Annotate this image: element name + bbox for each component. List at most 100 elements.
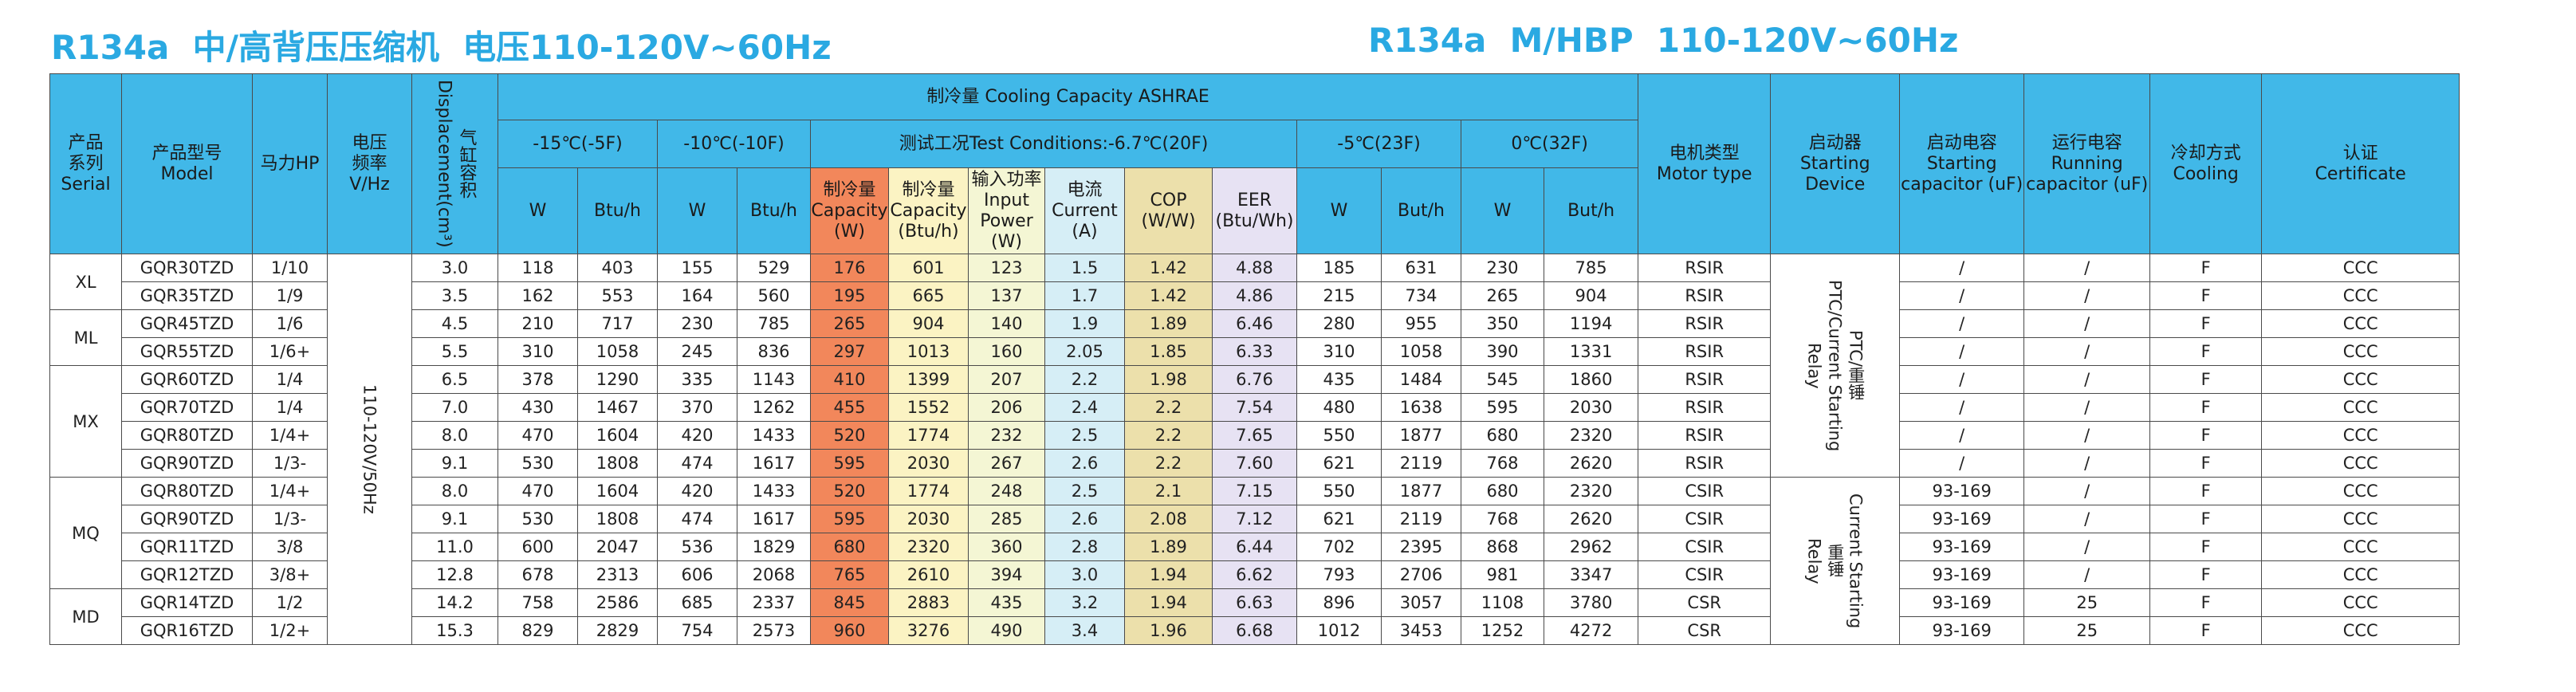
value-cell: 2.5 (1044, 421, 1125, 450)
value-cell: 2620 (1543, 449, 1639, 478)
starting-device-line: Relay (1804, 537, 1824, 584)
value-cell: 93-169 (1899, 477, 2025, 505)
value-cell: 981 (1461, 560, 1544, 589)
value-cell: 545 (1461, 365, 1544, 394)
value-cell: 536 (657, 533, 737, 561)
value-cell: 2395 (1381, 533, 1461, 561)
starting-device-line: Relay (1804, 342, 1824, 389)
value-cell: / (1899, 421, 2025, 450)
value-cell: 3.4 (1044, 616, 1125, 645)
header-cooling-line: 冷却方式 (2170, 143, 2241, 163)
value-cell: 1877 (1381, 421, 1461, 450)
value-cell: 1012 (1296, 616, 1382, 645)
value-cell: 1.7 (1044, 281, 1125, 310)
value-cell: F (2149, 281, 2263, 310)
model-row: XL GQR30TZD 1/10 110-120V/50Hz 3.0 118 403 155 5… (49, 254, 2460, 645)
header-hp: 马力HP (252, 73, 328, 254)
value-cell: 6.44 (1212, 533, 1297, 561)
value-cell: 1.42 (1124, 254, 1213, 282)
value-cell: 2119 (1381, 449, 1461, 478)
value-cell: CCC (2261, 309, 2460, 338)
model-row: MQ GQR80TZD 1/4+ 8.0 470 1604 420 1433 520 1774 24… (49, 477, 2460, 645)
value-cell: 6.68 (1212, 616, 1297, 645)
header-start-cap-line: capacitor (uF) (1901, 174, 2023, 195)
series: ML (49, 309, 122, 366)
value-cell: 955 (1381, 309, 1461, 338)
value-cell: 310 (1296, 337, 1382, 366)
value-cell: 768 (1461, 505, 1544, 533)
value-cell: 631 (1381, 254, 1461, 282)
value-cell: 2.5 (1044, 477, 1125, 505)
value-cell: 1.94 (1124, 588, 1213, 617)
value-cell: 960 (810, 616, 889, 645)
title-en: R134a M/HBP 110-120V~60Hz (1368, 21, 1959, 60)
value-cell: 470 (498, 421, 578, 450)
value-cell: 195 (810, 281, 889, 310)
header-displacement: 气缸容积 Displacement(cm³) (411, 73, 498, 254)
value-cell: 14.2 (411, 588, 498, 617)
column-header-line: 制冷量 (902, 179, 955, 200)
model-row: GQR16TZD 1/2+ 15.3 829 2829 754 2573 960 3276 490… (50, 616, 2460, 645)
value-cell: 3.5 (411, 281, 498, 310)
header-cooling-line: Cooling (2173, 163, 2239, 184)
value-cell: 2.05 (1044, 337, 1125, 366)
value-cell: 1.89 (1124, 533, 1213, 561)
value-cell: 435 (968, 588, 1045, 617)
value-cell: 904 (888, 309, 969, 338)
value-cell: 1617 (737, 505, 811, 533)
value-cell: 2.2 (1124, 449, 1213, 478)
value-cell: / (1899, 365, 2025, 394)
value-cell: 285 (968, 505, 1045, 533)
value-cell: RSIR (1638, 281, 1772, 310)
value-cell: / (2023, 281, 2151, 310)
header-starter-line: Starting (1799, 153, 1870, 174)
value-cell: GQR70TZD (121, 393, 253, 422)
value-cell: 4.5 (411, 309, 498, 338)
header-certificate: 认证 Certificate (2261, 73, 2460, 254)
value-cell: 2.08 (1124, 505, 1213, 533)
header-model: 产品型号 Model (121, 73, 253, 254)
value-cell: 370 (657, 393, 737, 422)
value-cell: 207 (968, 365, 1045, 394)
column-header-line: Power (980, 210, 1033, 231)
value-cell: 1433 (737, 421, 811, 450)
value-cell: 7.12 (1212, 505, 1297, 533)
value-cell: 4.86 (1212, 281, 1297, 310)
column-header: Btu/h (737, 167, 811, 254)
value-cell: CSIR (1638, 560, 1772, 589)
value-cell: / (2023, 533, 2151, 561)
value-cell: 530 (498, 449, 578, 478)
column-header-line: Btu/h (749, 200, 798, 221)
value-cell: 9.1 (411, 505, 498, 533)
value-cell: 5.5 (411, 337, 498, 366)
header-motor: 电机类型 Motor type (1638, 73, 1772, 254)
value-cell: 595 (810, 449, 889, 478)
column-header-line: EER (1237, 190, 1272, 210)
value-cell: 280 (1296, 309, 1382, 338)
value-cell: 25 (2023, 588, 2151, 617)
header-starter: 启动器 Starting Device (1770, 73, 1901, 254)
value-cell: CCC (2261, 533, 2460, 561)
value-cell: 1860 (1543, 365, 1639, 394)
header-starter-line: 启动器 (1808, 132, 1862, 153)
value-cell: 7.0 (411, 393, 498, 422)
starting-device-text: Current Starting 重锤 Relay (1804, 493, 1866, 628)
value-cell: 310 (498, 337, 578, 366)
value-cell: 176 (810, 254, 889, 282)
value-cell: 595 (810, 505, 889, 533)
value-cell: 836 (737, 337, 811, 366)
value-cell: 360 (968, 533, 1045, 561)
value-cell: 1774 (888, 477, 969, 505)
condition-header: -5℃(23F) (1296, 120, 1461, 168)
value-cell: 3347 (1543, 560, 1639, 589)
value-cell: 2337 (737, 588, 811, 617)
value-cell: 1/6+ (252, 337, 328, 366)
value-cell: CCC (2261, 393, 2460, 422)
value-cell: 155 (657, 254, 737, 282)
column-header: W (1461, 167, 1544, 254)
header-starter-line: Device (1805, 174, 1866, 195)
value-cell: F (2149, 560, 2263, 589)
value-cell: 1108 (1461, 588, 1544, 617)
value-cell: RSIR (1638, 365, 1772, 394)
value-cell: CCC (2261, 281, 2460, 310)
